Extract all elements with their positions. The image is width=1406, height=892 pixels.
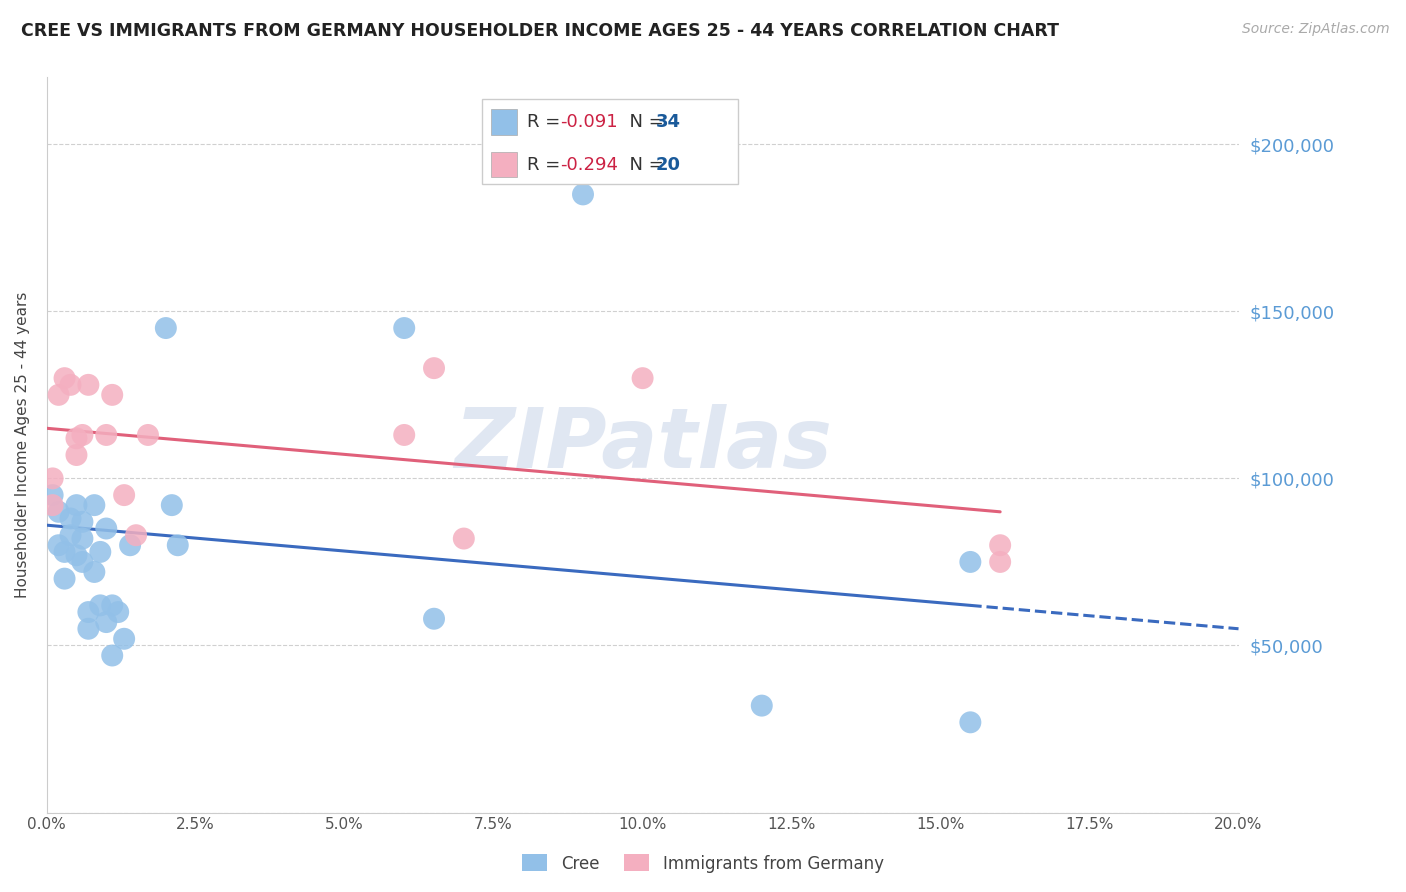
Text: 34: 34 bbox=[655, 113, 681, 131]
Point bbox=[59, 528, 82, 542]
Point bbox=[96, 615, 118, 629]
Point bbox=[392, 428, 415, 442]
Text: -0.294: -0.294 bbox=[561, 156, 619, 174]
Point bbox=[41, 488, 63, 502]
Point bbox=[65, 498, 87, 512]
Point bbox=[101, 648, 124, 663]
Point bbox=[89, 599, 111, 613]
Point bbox=[423, 612, 446, 626]
Y-axis label: Householder Income Ages 25 - 44 years: Householder Income Ages 25 - 44 years bbox=[15, 292, 30, 599]
Point bbox=[48, 388, 70, 402]
Point bbox=[107, 605, 129, 619]
Point bbox=[959, 555, 981, 569]
Text: N =: N = bbox=[617, 156, 669, 174]
Point bbox=[59, 511, 82, 525]
Text: R =: R = bbox=[527, 113, 567, 131]
Point bbox=[41, 471, 63, 485]
Point bbox=[48, 505, 70, 519]
Text: -0.091: -0.091 bbox=[561, 113, 619, 131]
Point bbox=[751, 698, 773, 713]
Point bbox=[77, 605, 100, 619]
Point bbox=[96, 428, 118, 442]
FancyBboxPatch shape bbox=[491, 152, 517, 178]
Point bbox=[41, 498, 63, 512]
Point bbox=[53, 545, 76, 559]
Point bbox=[423, 361, 446, 376]
Point bbox=[48, 538, 70, 552]
Text: N =: N = bbox=[617, 113, 669, 131]
Point bbox=[155, 321, 177, 335]
Point bbox=[53, 371, 76, 385]
Point bbox=[83, 498, 105, 512]
Point bbox=[125, 528, 148, 542]
FancyBboxPatch shape bbox=[482, 100, 738, 184]
Point bbox=[72, 428, 94, 442]
Point bbox=[65, 448, 87, 462]
Point bbox=[631, 371, 654, 385]
Point bbox=[77, 622, 100, 636]
Point bbox=[136, 428, 159, 442]
Point bbox=[101, 599, 124, 613]
Point bbox=[72, 555, 94, 569]
Point bbox=[72, 532, 94, 546]
Point bbox=[572, 187, 595, 202]
Point bbox=[160, 498, 183, 512]
Point bbox=[59, 377, 82, 392]
Point bbox=[166, 538, 188, 552]
Point bbox=[65, 431, 87, 445]
Point bbox=[65, 548, 87, 562]
Legend: Cree, Immigrants from Germany: Cree, Immigrants from Germany bbox=[516, 847, 890, 880]
Point bbox=[89, 545, 111, 559]
Point bbox=[112, 632, 135, 646]
Point bbox=[392, 321, 415, 335]
Point bbox=[77, 377, 100, 392]
Text: CREE VS IMMIGRANTS FROM GERMANY HOUSEHOLDER INCOME AGES 25 - 44 YEARS CORRELATIO: CREE VS IMMIGRANTS FROM GERMANY HOUSEHOL… bbox=[21, 22, 1059, 40]
Point bbox=[988, 538, 1011, 552]
Text: R =: R = bbox=[527, 156, 567, 174]
Text: 20: 20 bbox=[655, 156, 681, 174]
Point bbox=[988, 555, 1011, 569]
Text: Source: ZipAtlas.com: Source: ZipAtlas.com bbox=[1241, 22, 1389, 37]
Text: ZIPatlas: ZIPatlas bbox=[454, 404, 831, 485]
FancyBboxPatch shape bbox=[491, 109, 517, 135]
Point bbox=[101, 388, 124, 402]
Point bbox=[120, 538, 142, 552]
Point bbox=[959, 715, 981, 730]
Point bbox=[83, 565, 105, 579]
Point bbox=[112, 488, 135, 502]
Point bbox=[453, 532, 475, 546]
Point bbox=[96, 522, 118, 536]
Point bbox=[53, 572, 76, 586]
Point bbox=[72, 515, 94, 529]
